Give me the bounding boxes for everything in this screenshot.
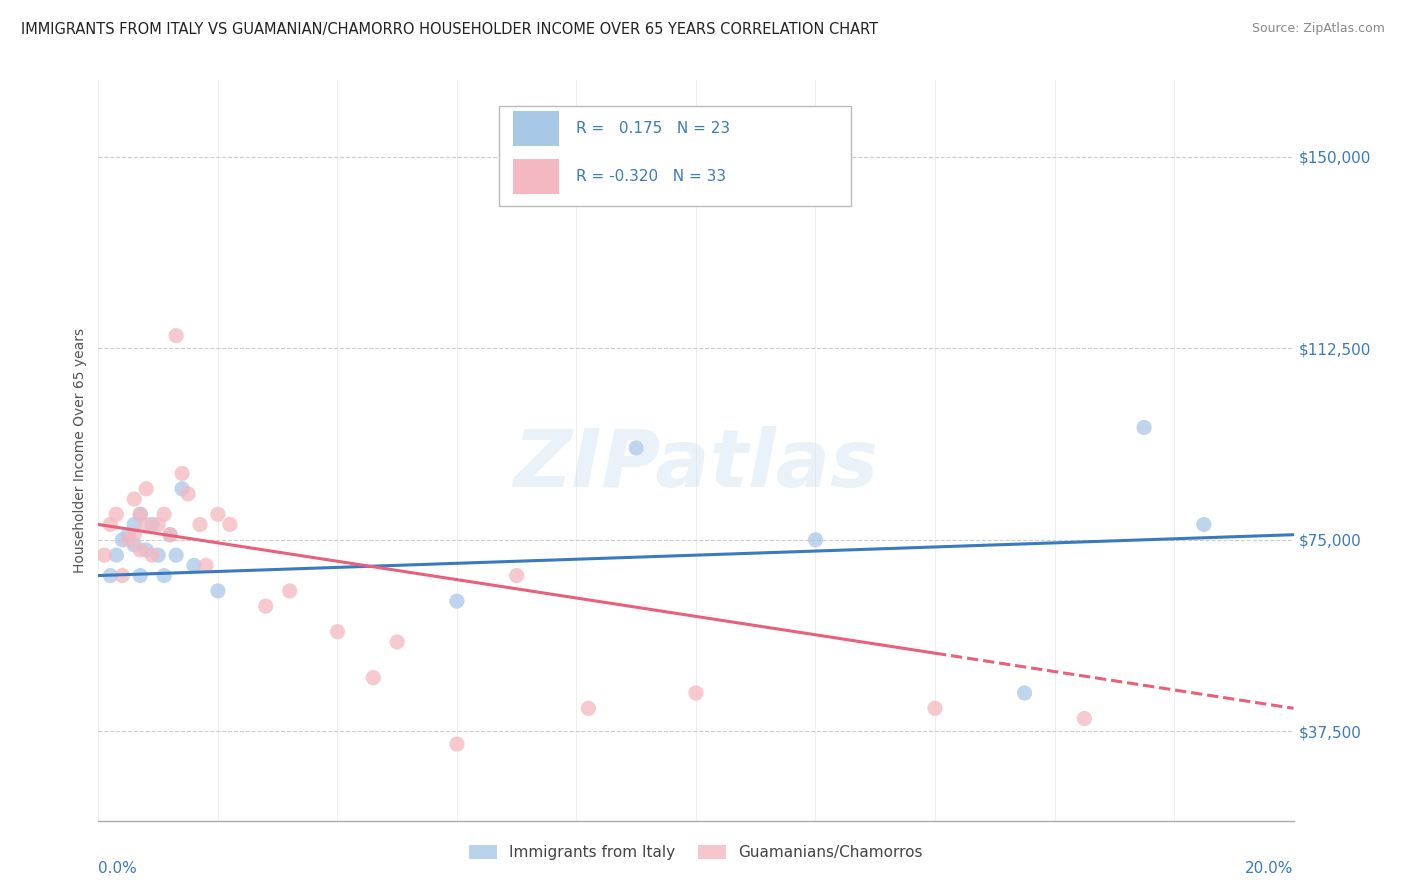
Point [124,538,146,552]
FancyBboxPatch shape [499,106,852,206]
Point [129,543,152,558]
Text: R = -0.320   N = 33: R = -0.320 N = 33 [576,169,727,184]
Point [98,568,122,582]
Point [207,583,229,598]
Point [578,701,600,715]
Legend: Immigrants from Italy, Guamanians/Chamorros: Immigrants from Italy, Guamanians/Chamor… [464,839,928,866]
FancyBboxPatch shape [513,111,558,146]
Point [117,533,139,547]
Point [363,671,385,685]
Point [172,467,194,481]
Text: IMMIGRANTS FROM ITALY VS GUAMANIAN/CHAMORRO HOUSEHOLDER INCOME OVER 65 YEARS COR: IMMIGRANTS FROM ITALY VS GUAMANIAN/CHAMO… [21,22,879,37]
Point [129,568,152,582]
Point [254,599,277,614]
Text: Source: ZipAtlas.com: Source: ZipAtlas.com [1251,22,1385,36]
Point [135,517,157,532]
Point [385,635,409,649]
Text: 0.0%: 0.0% [98,862,138,877]
Point [135,543,157,558]
Point [1073,712,1095,726]
Point [124,527,146,541]
Point [124,517,146,532]
Point [1133,420,1156,434]
Point [1192,517,1215,532]
Point [278,583,301,598]
Point [148,517,170,532]
Point [141,548,163,562]
Point [924,701,946,715]
Point [172,482,194,496]
Point [177,487,200,501]
Point [148,548,170,562]
Point [111,533,134,547]
Point [207,508,229,522]
Point [188,517,211,532]
Point [117,527,139,541]
Point [506,568,529,582]
Point [135,482,157,496]
Point [124,491,146,506]
Point [159,527,181,541]
Point [446,737,468,751]
Point [1014,686,1036,700]
Point [219,517,242,532]
Point [153,508,176,522]
Point [446,594,468,608]
Point [326,624,349,639]
Point [153,568,176,582]
Point [105,508,128,522]
Point [165,548,187,562]
Point [98,517,122,532]
Point [159,527,181,541]
Point [804,533,827,547]
Point [141,517,163,532]
Point [626,441,648,455]
Text: ZIPatlas: ZIPatlas [513,426,879,504]
Text: 20.0%: 20.0% [1246,862,1294,877]
Point [685,686,707,700]
FancyBboxPatch shape [513,159,558,194]
Point [129,508,152,522]
Y-axis label: Householder Income Over 65 years: Householder Income Over 65 years [73,328,87,573]
Point [93,548,115,562]
Point [129,508,152,522]
Point [195,558,218,573]
Point [183,558,205,573]
Point [111,568,134,582]
Point [165,328,187,343]
Point [105,548,128,562]
Text: R =   0.175   N = 23: R = 0.175 N = 23 [576,121,731,136]
